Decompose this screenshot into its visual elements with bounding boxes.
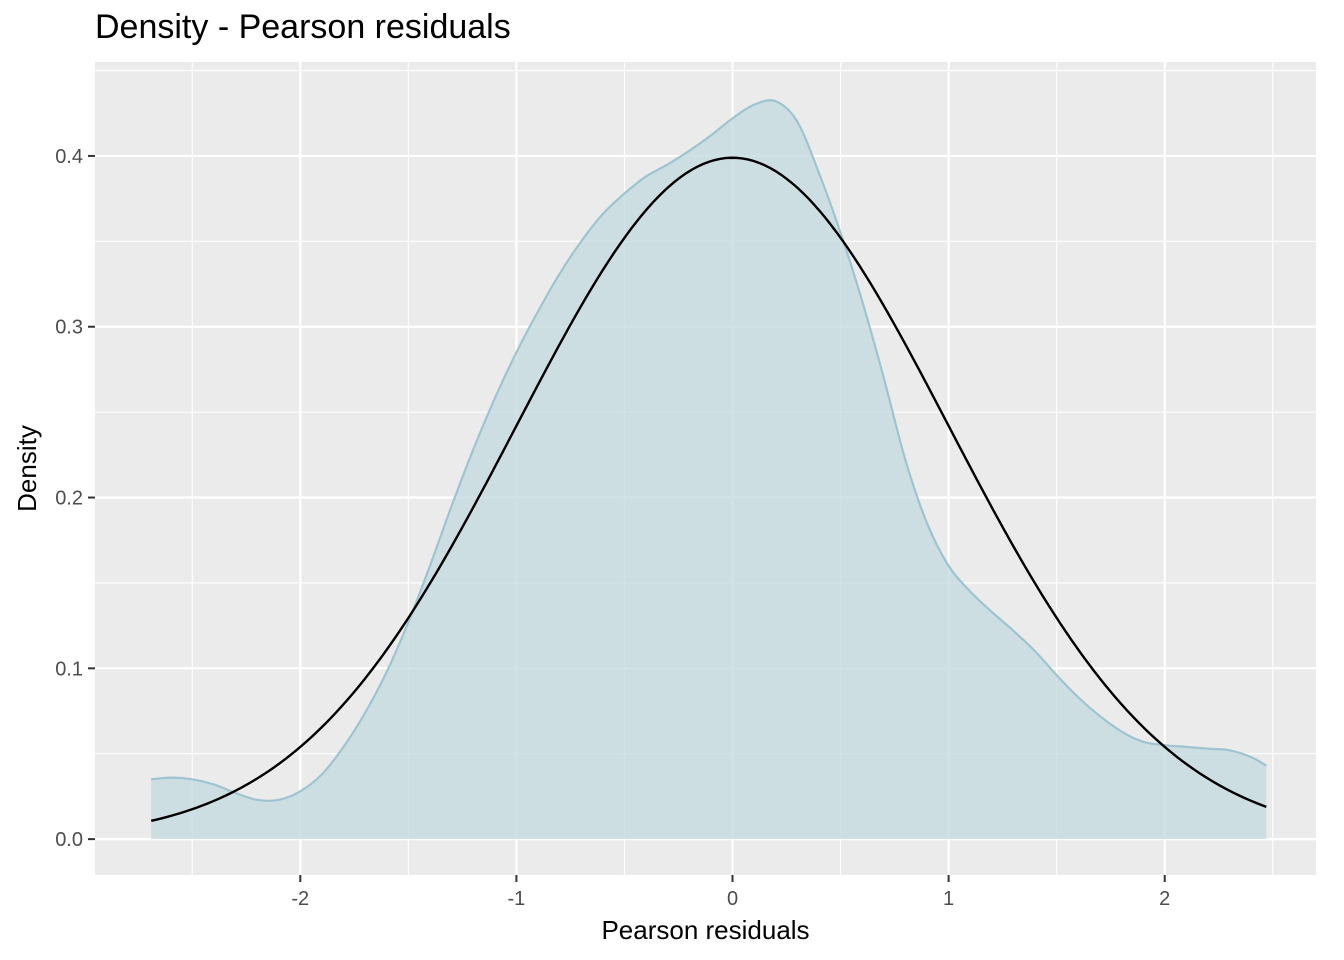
y-tick-label: 0.3 [55, 317, 83, 339]
tick-labels: -2 -1 0 1 2 0.0 0.1 0.2 0.3 0.4 [55, 146, 1170, 910]
chart-title: Density - Pearson residuals [95, 8, 511, 46]
x-tick-label: 2 [1159, 888, 1170, 910]
y-tick-label: 0.1 [55, 658, 83, 680]
axis-ticks [88, 154, 1166, 882]
density-area-fill [151, 100, 1267, 840]
series-layer [150, 99, 1267, 840]
x-tick-label: 1 [943, 888, 954, 910]
x-tick-label: -1 [508, 888, 526, 910]
y-tick-label: 0.0 [55, 829, 83, 851]
y-tick-label: 0.2 [55, 488, 83, 510]
x-tick-label: 0 [727, 888, 738, 910]
x-axis-title: Pearson residuals [601, 915, 809, 945]
y-axis-title: Density [12, 425, 42, 512]
y-tick-label: 0.4 [55, 146, 83, 168]
density-area-outline [151, 99, 1267, 802]
x-tick-label: -2 [291, 888, 309, 910]
normal-density-curve [150, 156, 1267, 823]
